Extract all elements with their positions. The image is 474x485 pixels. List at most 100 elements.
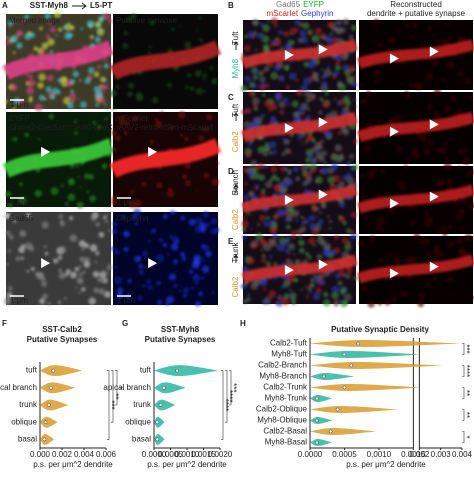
speckle (209, 66, 214, 70)
significance: **** (221, 399, 230, 411)
speckle (148, 240, 151, 243)
speckle (274, 162, 279, 166)
significance: ** (111, 393, 120, 399)
panel-letter: A (2, 1, 8, 10)
speckle (58, 214, 64, 219)
x-tick-label: 0.003 (431, 450, 452, 459)
speckle (167, 48, 173, 54)
sublabel-part: Chrna2-Cre;Sst (9, 123, 65, 132)
speckle (282, 209, 289, 215)
texture (240, 232, 359, 308)
speckle (304, 140, 308, 144)
speckle (22, 19, 26, 24)
speckle (270, 165, 278, 173)
speckle (241, 209, 245, 212)
speckle (329, 183, 337, 192)
speckle (326, 215, 330, 219)
speckle (380, 227, 384, 232)
row-label-text: Myh8 Tuft (231, 31, 240, 79)
speckle (15, 256, 21, 261)
micrograph (2, 10, 115, 112)
speckle (315, 149, 320, 154)
speckle (341, 286, 347, 292)
arrowhead (429, 119, 439, 130)
speckle (446, 92, 449, 95)
speckle (98, 231, 105, 238)
speckle (446, 61, 455, 70)
speckle (260, 257, 267, 263)
cell-type: Calb2 (231, 276, 240, 297)
speckle (146, 279, 152, 285)
speckle (408, 204, 413, 210)
median (315, 418, 319, 423)
x-tick-label: 0.0010 (367, 450, 392, 459)
speckle (84, 256, 90, 263)
speckle (78, 272, 83, 277)
speckle (328, 220, 333, 224)
median (43, 420, 48, 425)
speckle (462, 147, 469, 154)
speckle (307, 255, 312, 260)
row-label-text: Calb2 Trunk (231, 241, 240, 297)
speckle (369, 235, 376, 242)
speckle (449, 23, 453, 27)
speckle (280, 181, 288, 189)
speckle (328, 227, 332, 230)
speckle (400, 81, 404, 86)
speckle (269, 238, 277, 246)
speckle (169, 124, 174, 130)
speckle (203, 172, 210, 179)
speckle (339, 201, 346, 208)
speckle (456, 35, 465, 43)
speckle (418, 291, 426, 300)
speckle (304, 285, 308, 289)
category-label: Myh8-Basal (265, 438, 307, 447)
speckle (316, 215, 319, 218)
speckle (457, 70, 464, 77)
speckle (365, 145, 371, 151)
speckle (427, 139, 434, 146)
speckle (341, 54, 348, 61)
speckle (151, 96, 159, 104)
x-tick-label: 0.004 (74, 450, 95, 459)
speckle (278, 39, 281, 42)
speckle (440, 225, 447, 232)
speckle (352, 82, 358, 87)
sig: ** (462, 390, 471, 396)
speckle (312, 34, 320, 43)
target: Tuft (231, 103, 240, 117)
violin (40, 382, 76, 394)
speckle (285, 278, 290, 282)
speckle (300, 84, 308, 92)
speckle (183, 293, 187, 297)
speckle (103, 13, 110, 20)
speckle (59, 220, 66, 227)
violin (310, 406, 399, 413)
speckle (101, 163, 108, 170)
dendrite (241, 39, 358, 69)
speckle (35, 168, 41, 173)
speckle (326, 65, 330, 69)
speckle (135, 94, 144, 102)
speckle (114, 249, 120, 255)
speckle (33, 46, 39, 51)
cell-type: Calb2 (231, 209, 240, 230)
speckle (62, 96, 71, 105)
speckle (334, 234, 340, 240)
category-label: Myh8-Oblique (257, 416, 307, 425)
speckle (196, 29, 199, 32)
speckle (240, 85, 248, 93)
speckle (147, 284, 153, 290)
speckle (262, 152, 265, 156)
speckle (68, 216, 74, 221)
speckle (425, 210, 428, 214)
speckle (202, 211, 210, 218)
speckle (333, 22, 337, 25)
dendrite (2, 40, 115, 80)
speckle (292, 40, 295, 44)
speckle (248, 91, 253, 97)
speckle (336, 101, 341, 106)
speckle (28, 74, 34, 79)
speckle (45, 34, 51, 39)
category-label: Calb2-Basal (263, 427, 307, 436)
